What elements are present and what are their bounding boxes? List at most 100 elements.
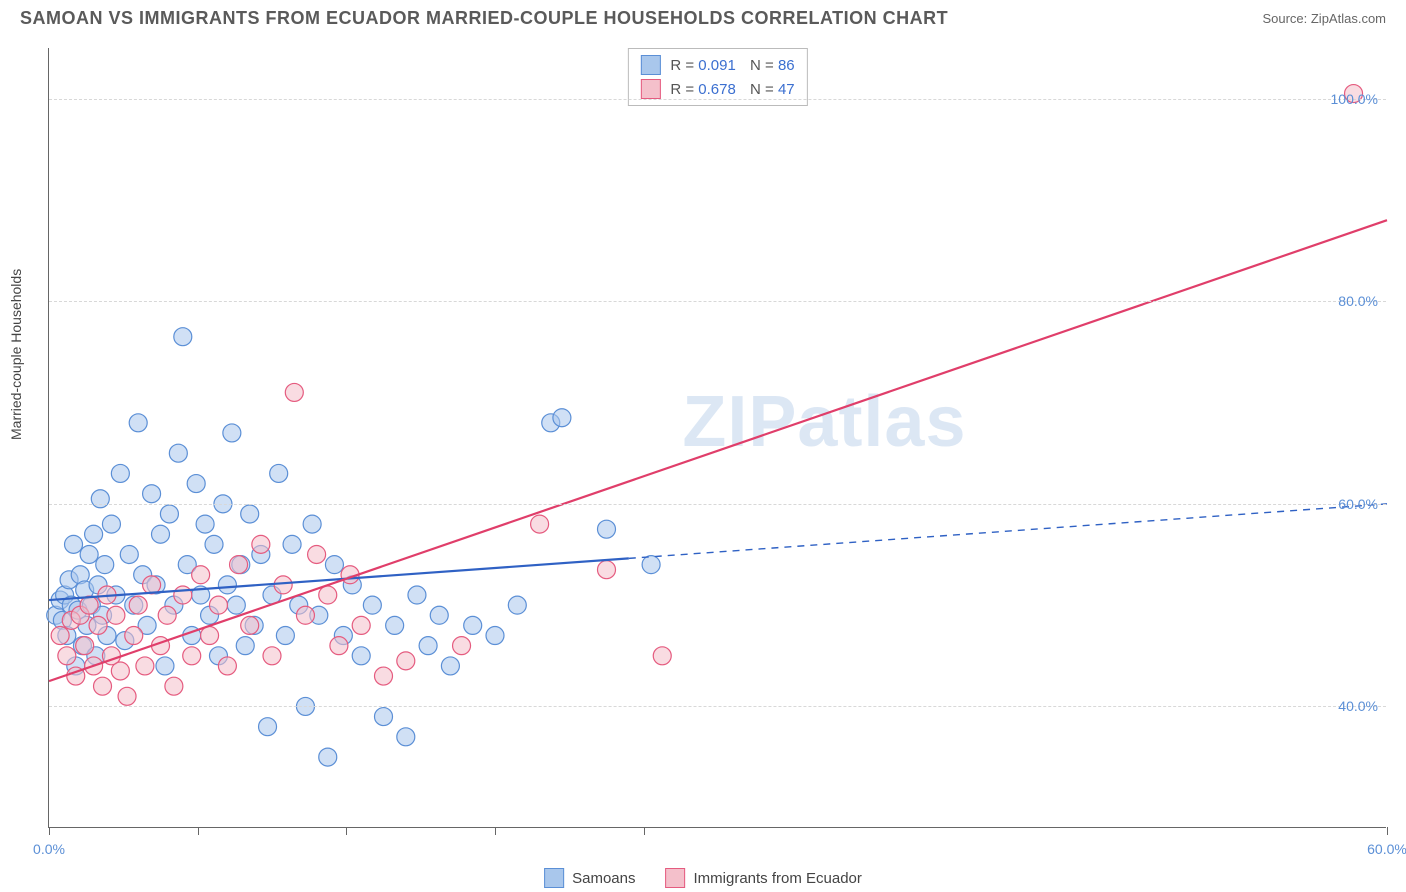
data-point bbox=[129, 414, 147, 432]
chart-title: SAMOAN VS IMMIGRANTS FROM ECUADOR MARRIE… bbox=[20, 8, 948, 29]
data-point bbox=[285, 383, 303, 401]
data-point bbox=[125, 627, 143, 645]
data-point bbox=[218, 576, 236, 594]
gridline bbox=[49, 504, 1386, 505]
data-point bbox=[107, 606, 125, 624]
chart-plot-area: ZIPatlas R = 0.091 N = 86 R = 0.678 N = … bbox=[48, 48, 1386, 828]
data-point bbox=[89, 616, 107, 634]
data-point bbox=[196, 515, 214, 533]
data-point bbox=[111, 464, 129, 482]
y-tick-label: 80.0% bbox=[1338, 293, 1378, 309]
data-point bbox=[201, 627, 219, 645]
data-point bbox=[598, 520, 616, 538]
data-point bbox=[397, 728, 415, 746]
data-point bbox=[91, 490, 109, 508]
data-point bbox=[209, 596, 227, 614]
data-point bbox=[653, 647, 671, 665]
data-point bbox=[397, 652, 415, 670]
data-point bbox=[319, 748, 337, 766]
x-tick-label: 0.0% bbox=[33, 841, 65, 857]
data-point bbox=[308, 545, 326, 563]
x-tick bbox=[49, 827, 50, 835]
y-tick-label: 60.0% bbox=[1338, 496, 1378, 512]
data-point bbox=[375, 667, 393, 685]
data-point bbox=[94, 677, 112, 695]
data-point bbox=[102, 515, 120, 533]
data-point bbox=[183, 647, 201, 665]
legend-item-samoans: Samoans bbox=[544, 868, 635, 888]
data-point bbox=[96, 556, 114, 574]
x-tick bbox=[495, 827, 496, 835]
data-point bbox=[218, 657, 236, 675]
x-tick bbox=[198, 827, 199, 835]
x-tick bbox=[1387, 827, 1388, 835]
data-point bbox=[143, 485, 161, 503]
legend-swatch-ecuador bbox=[665, 868, 685, 888]
data-point bbox=[187, 475, 205, 493]
data-point bbox=[430, 606, 448, 624]
legend-swatch-samoans bbox=[544, 868, 564, 888]
data-point bbox=[120, 545, 138, 563]
y-tick-label: 40.0% bbox=[1338, 698, 1378, 714]
data-point bbox=[152, 525, 170, 543]
data-point bbox=[205, 535, 223, 553]
y-axis-label: Married-couple Households bbox=[8, 269, 24, 440]
data-point bbox=[136, 657, 154, 675]
y-tick-label: 100.0% bbox=[1331, 91, 1378, 107]
x-tick-label: 60.0% bbox=[1367, 841, 1406, 857]
data-point bbox=[111, 662, 129, 680]
data-point bbox=[158, 606, 176, 624]
data-point bbox=[270, 464, 288, 482]
data-point bbox=[276, 627, 294, 645]
data-point bbox=[263, 647, 281, 665]
data-point bbox=[118, 687, 136, 705]
data-point bbox=[508, 596, 526, 614]
data-point bbox=[486, 627, 504, 645]
x-tick bbox=[644, 827, 645, 835]
data-point bbox=[375, 708, 393, 726]
data-point bbox=[129, 596, 147, 614]
data-point bbox=[252, 535, 270, 553]
data-point bbox=[319, 586, 337, 604]
data-point bbox=[325, 556, 343, 574]
data-point bbox=[274, 576, 292, 594]
data-point bbox=[259, 718, 277, 736]
data-point bbox=[363, 596, 381, 614]
data-point bbox=[283, 535, 301, 553]
data-point bbox=[169, 444, 187, 462]
data-point bbox=[330, 637, 348, 655]
data-point bbox=[419, 637, 437, 655]
data-point bbox=[76, 637, 94, 655]
data-point bbox=[296, 606, 314, 624]
x-tick bbox=[346, 827, 347, 835]
data-point bbox=[408, 586, 426, 604]
data-point bbox=[65, 535, 83, 553]
data-point bbox=[174, 328, 192, 346]
data-point bbox=[352, 647, 370, 665]
legend-label-samoans: Samoans bbox=[572, 870, 635, 887]
data-point bbox=[241, 505, 259, 523]
data-point bbox=[174, 586, 192, 604]
data-point bbox=[386, 616, 404, 634]
trend-line bbox=[49, 220, 1387, 681]
data-point bbox=[453, 637, 471, 655]
data-point bbox=[223, 424, 241, 442]
data-point bbox=[165, 677, 183, 695]
data-point bbox=[553, 409, 571, 427]
data-point bbox=[85, 525, 103, 543]
legend-item-ecuador: Immigrants from Ecuador bbox=[665, 868, 861, 888]
data-point bbox=[160, 505, 178, 523]
source-attribution: Source: ZipAtlas.com bbox=[1262, 11, 1386, 26]
data-point bbox=[642, 556, 660, 574]
data-point bbox=[51, 627, 69, 645]
data-point bbox=[192, 566, 210, 584]
trend-line-dashed bbox=[629, 504, 1387, 559]
scatter-svg bbox=[49, 48, 1386, 827]
data-point bbox=[80, 545, 98, 563]
legend-label-ecuador: Immigrants from Ecuador bbox=[693, 870, 861, 887]
data-point bbox=[156, 657, 174, 675]
data-point bbox=[531, 515, 549, 533]
data-point bbox=[441, 657, 459, 675]
data-point bbox=[236, 637, 254, 655]
data-point bbox=[241, 616, 259, 634]
